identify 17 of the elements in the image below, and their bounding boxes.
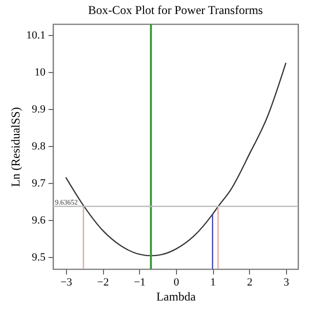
x-tick-label: 1 — [210, 276, 216, 288]
y-tick-label: 9.7 — [32, 177, 46, 190]
y-tick-label: 9.6 — [32, 214, 46, 226]
y-axis-title: Ln (ResidualSS) — [8, 107, 22, 187]
x-tick-label: −1 — [134, 276, 146, 288]
x-tick-label: −2 — [97, 276, 109, 288]
y-tick-label: 9.5 — [32, 251, 46, 264]
x-tick-label: 3 — [284, 276, 290, 288]
y-tick-label: 9.9 — [32, 103, 46, 116]
x-axis-title: Lambda — [156, 290, 196, 304]
y-tick-label: 9.8 — [32, 140, 46, 152]
y-tick-label: 10.1 — [26, 30, 46, 42]
x-tick-label: 0 — [174, 276, 180, 288]
x-tick-label: −3 — [60, 276, 73, 288]
y-tick-label: 10 — [34, 66, 46, 79]
x-tick-label: 2 — [246, 276, 252, 288]
chart-title: Box-Cox Plot for Power Transforms — [88, 3, 264, 17]
